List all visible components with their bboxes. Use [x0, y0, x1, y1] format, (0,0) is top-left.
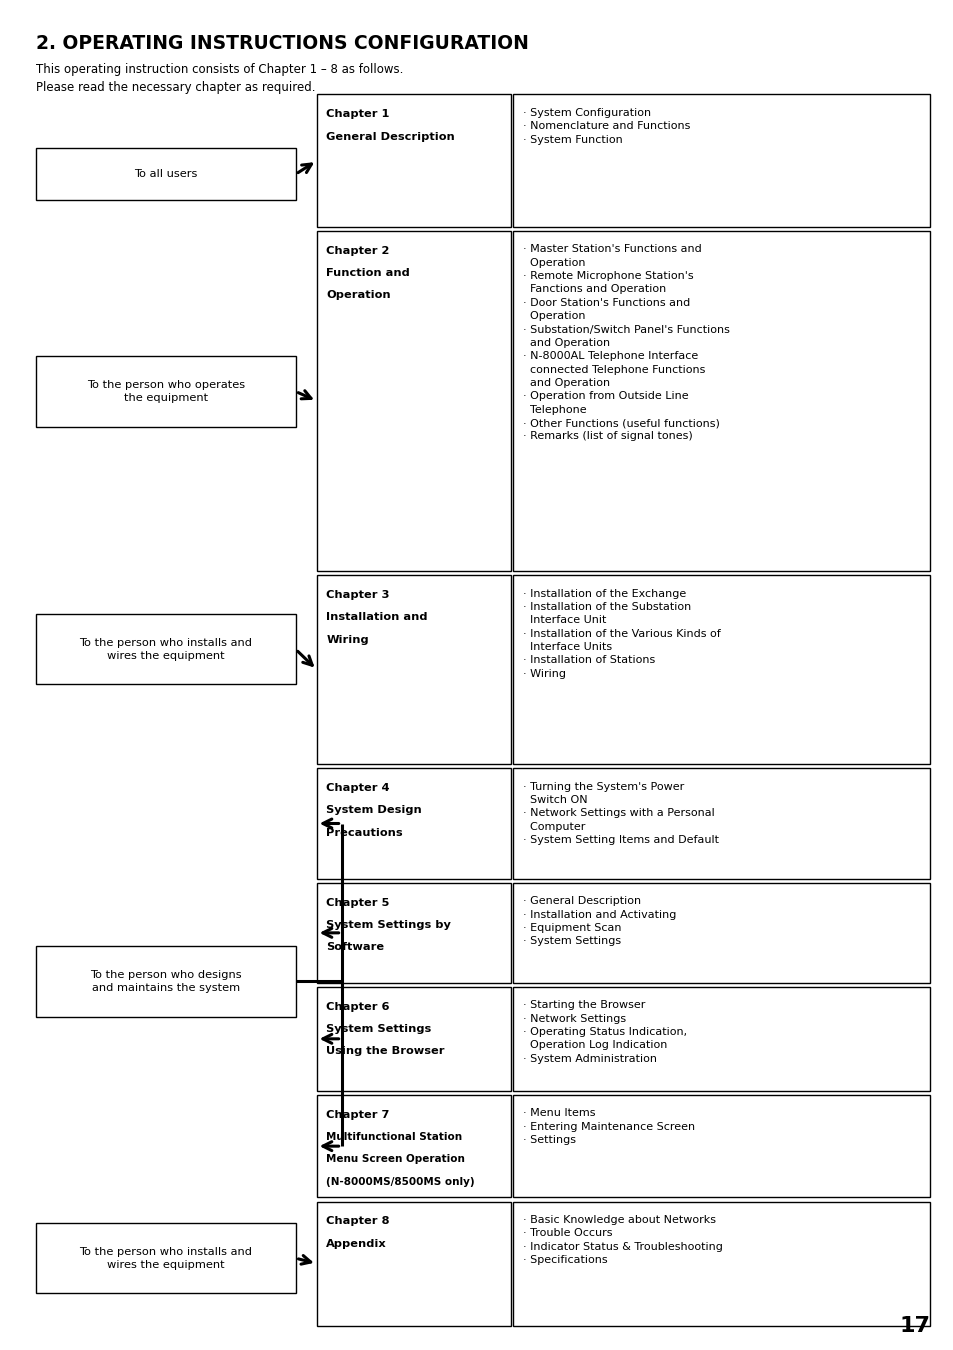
Text: 17: 17	[899, 1316, 929, 1336]
Text: Chapter 3: Chapter 3	[326, 590, 390, 599]
Text: Precautions: Precautions	[326, 828, 402, 837]
Bar	[316, 95, 511, 227]
Text: Chapter 8: Chapter 8	[326, 1216, 390, 1226]
Text: · System Configuration
· Nomenclature and Functions
· System Function: · System Configuration · Nomenclature an…	[522, 108, 689, 144]
Text: · General Description
· Installation and Activating
· Equipment Scan
· System Se: · General Description · Installation and…	[522, 896, 676, 946]
Bar	[36, 614, 295, 684]
Text: Appendix: Appendix	[326, 1239, 387, 1249]
Text: Software: Software	[326, 942, 384, 952]
Text: Chapter 4: Chapter 4	[326, 783, 390, 792]
Text: · Basic Knowledge about Networks
· Trouble Occurs
· Indicator Status & Troublesh: · Basic Knowledge about Networks · Troub…	[522, 1215, 722, 1265]
Text: To the person who installs and
wires the equipment: To the person who installs and wires the…	[79, 637, 253, 662]
Text: · Starting the Browser
· Network Settings
· Operating Status Indication,
  Opera: · Starting the Browser · Network Setting…	[522, 1000, 686, 1064]
Bar	[513, 987, 929, 1091]
Bar	[513, 1202, 929, 1326]
Text: General Description: General Description	[326, 132, 455, 142]
Text: Menu Screen Operation: Menu Screen Operation	[326, 1154, 465, 1164]
Bar	[36, 1223, 295, 1293]
Bar	[513, 575, 929, 764]
Bar	[316, 575, 511, 764]
Bar	[316, 768, 511, 879]
Text: · Installation of the Exchange
· Installation of the Substation
  Interface Unit: · Installation of the Exchange · Install…	[522, 589, 720, 679]
Bar	[513, 883, 929, 983]
Text: System Design: System Design	[326, 805, 421, 815]
Bar	[316, 1095, 511, 1197]
Text: To the person who designs
and maintains the system: To the person who designs and maintains …	[91, 969, 241, 994]
Bar	[36, 148, 295, 200]
Text: Wiring: Wiring	[326, 634, 369, 644]
Text: Using the Browser: Using the Browser	[326, 1046, 444, 1056]
Text: System Settings: System Settings	[326, 1025, 431, 1034]
Text: Chapter 5: Chapter 5	[326, 898, 389, 907]
Bar	[513, 95, 929, 227]
Text: Installation and: Installation and	[326, 613, 427, 622]
Text: To the person who operates
the equipment: To the person who operates the equipment	[87, 379, 245, 404]
Text: This operating instruction consists of Chapter 1 – 8 as follows.
Please read the: This operating instruction consists of C…	[36, 63, 403, 95]
Bar	[316, 883, 511, 983]
Bar	[36, 356, 295, 427]
Text: To all users: To all users	[134, 169, 197, 180]
Text: · Turning the System's Power
  Switch ON
· Network Settings with a Personal
  Co: · Turning the System's Power Switch ON ·…	[522, 782, 718, 845]
Text: · Master Station's Functions and
  Operation
· Remote Microphone Station's
  Fan: · Master Station's Functions and Operati…	[522, 244, 729, 441]
Text: System Settings by: System Settings by	[326, 921, 451, 930]
Bar	[316, 1202, 511, 1326]
Text: Chapter 7: Chapter 7	[326, 1110, 389, 1119]
Bar	[513, 768, 929, 879]
Text: Chapter 6: Chapter 6	[326, 1002, 390, 1011]
Text: Multifunctional Station: Multifunctional Station	[326, 1131, 462, 1142]
Bar	[36, 946, 295, 1017]
Bar	[513, 231, 929, 571]
Bar	[316, 231, 511, 571]
Text: Chapter 1: Chapter 1	[326, 109, 389, 119]
Text: To the person who installs and
wires the equipment: To the person who installs and wires the…	[79, 1246, 253, 1270]
Text: (N-8000MS/8500MS only): (N-8000MS/8500MS only)	[326, 1176, 475, 1187]
Text: Chapter 2: Chapter 2	[326, 246, 389, 255]
Text: Operation: Operation	[326, 290, 391, 300]
Bar	[513, 1095, 929, 1197]
Bar	[316, 987, 511, 1091]
Text: 2. OPERATING INSTRUCTIONS CONFIGURATION: 2. OPERATING INSTRUCTIONS CONFIGURATION	[36, 34, 529, 53]
Text: · Menu Items
· Entering Maintenance Screen
· Settings: · Menu Items · Entering Maintenance Scre…	[522, 1108, 694, 1145]
Text: Function and: Function and	[326, 267, 410, 278]
